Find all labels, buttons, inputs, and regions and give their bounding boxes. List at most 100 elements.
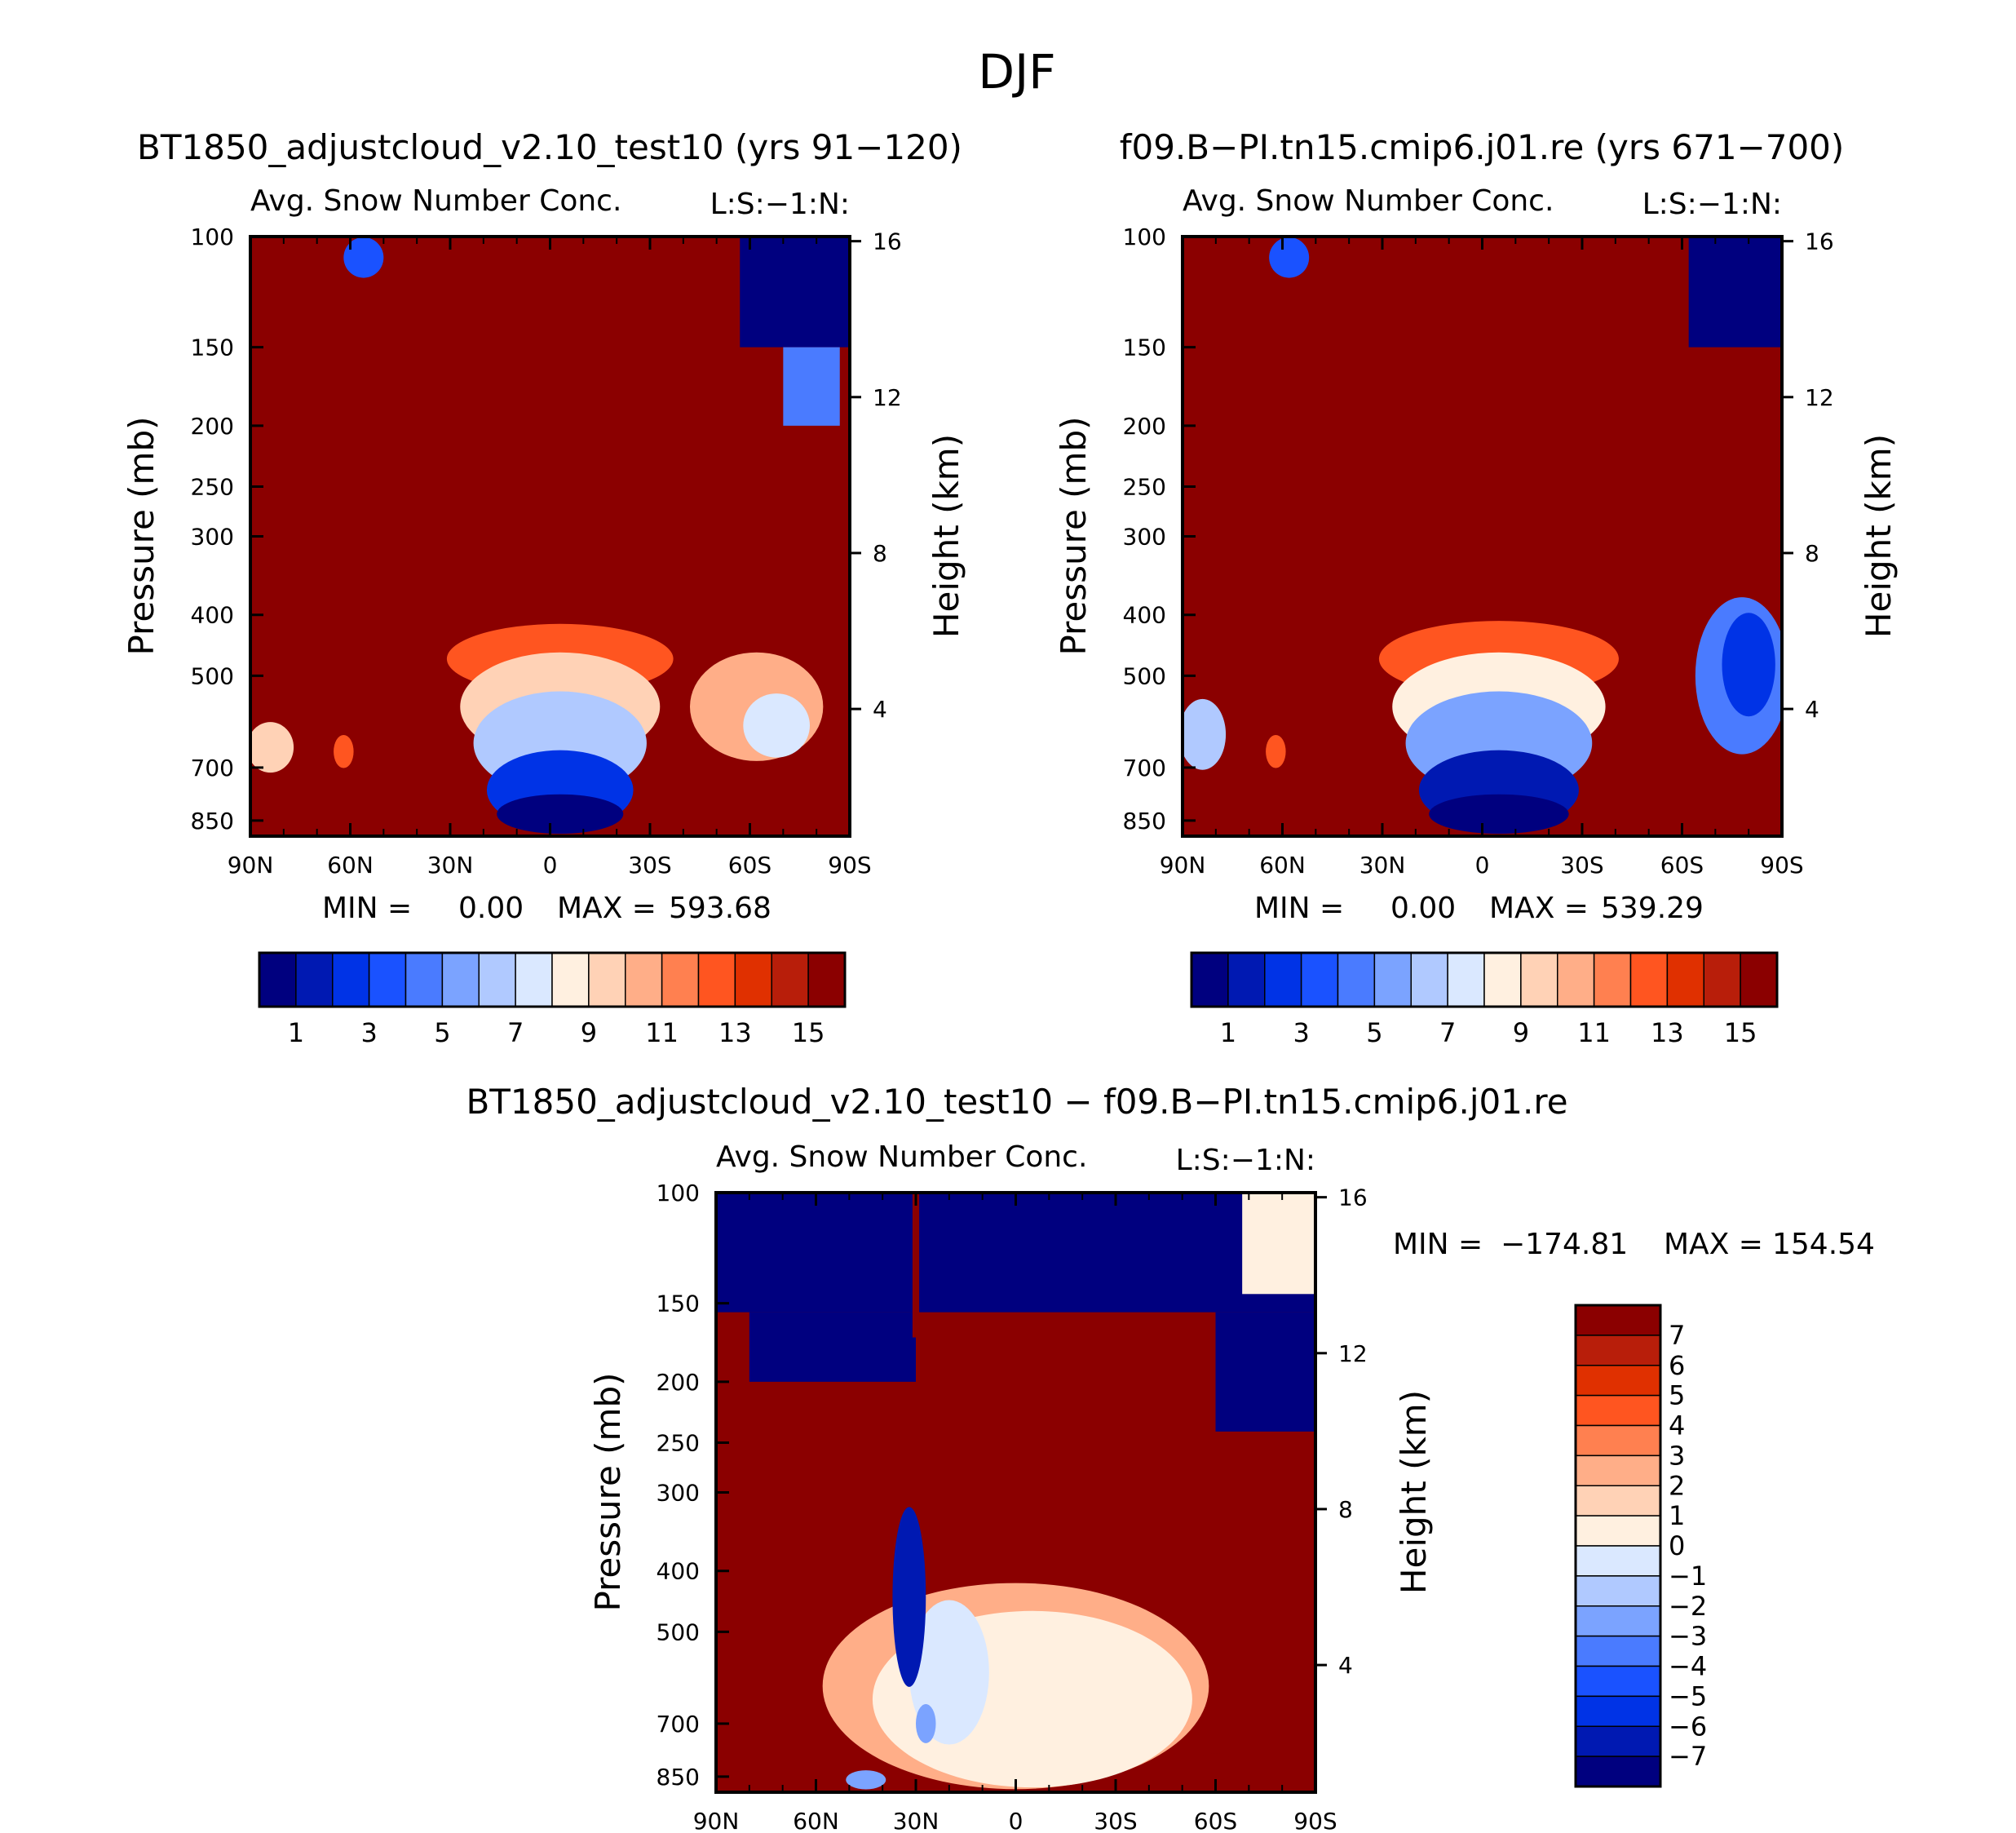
- colorbar-label: 3: [1669, 1440, 1685, 1471]
- x-tick-label: 60S: [1660, 852, 1704, 879]
- colorbar-label: 5: [1366, 1017, 1382, 1048]
- colorbar-label: 13: [718, 1017, 752, 1048]
- y-right-tick-label: 16: [1805, 228, 1834, 255]
- contour-region-10: [1688, 237, 1782, 348]
- colorbar-frame: [258, 951, 847, 1008]
- y-tick-label: 700: [657, 1711, 700, 1738]
- panel-b-min-value: 0.00: [1390, 892, 1456, 925]
- contour-region-8: [250, 722, 294, 773]
- y-tick-label: 100: [1123, 224, 1166, 250]
- panel-a-max-value: 593.68: [669, 892, 771, 925]
- colorbar-swatch: [1575, 1695, 1661, 1727]
- colorbar-label: 9: [581, 1017, 597, 1048]
- colorbar-label: 15: [1724, 1017, 1757, 1048]
- colorbar-swatch: [1575, 1365, 1661, 1397]
- colorbar-swatch: [1575, 1665, 1661, 1698]
- y-right-tick-label: 8: [1338, 1496, 1353, 1523]
- contour-region-1: [716, 1193, 1315, 1313]
- colorbar-swatch: [1575, 1424, 1661, 1457]
- panel-a-units: L:S:−1:N:: [710, 188, 850, 221]
- colorbar-swatch: [441, 952, 480, 1007]
- colorbar-swatch: [551, 952, 590, 1007]
- colorbar-frame: [1190, 951, 1779, 1008]
- contour-region-10: [740, 237, 850, 348]
- colorbar-label: −6: [1669, 1711, 1707, 1742]
- colorbar-swatch: [1575, 1545, 1661, 1577]
- panel-diff-subtitle: Avg. Snow Number Conc.: [716, 1140, 1087, 1174]
- x-tick-label: 30S: [1560, 852, 1603, 879]
- x-tick-label: 60N: [1259, 852, 1306, 879]
- y-right-tick-label: 16: [873, 228, 902, 255]
- colorbar-label: 7: [507, 1017, 524, 1048]
- x-tick-label: 0: [1009, 1808, 1023, 1833]
- colorbar-swatch: [1629, 952, 1669, 1007]
- x-tick-label: 30S: [1094, 1808, 1137, 1833]
- colorbar-swatch: [1447, 952, 1485, 1007]
- y-tick-label: 250: [191, 474, 234, 501]
- contour-region-10: [1196, 1753, 1236, 1781]
- x-tick-label: 60S: [1194, 1808, 1237, 1833]
- colorbar-swatch: [1191, 952, 1229, 1007]
- x-tick-label: 60N: [793, 1808, 839, 1833]
- y-tick-label: 250: [1123, 474, 1166, 501]
- panel-diff-max-value: 154.54: [1772, 1228, 1875, 1261]
- contour-region-7: [743, 693, 811, 758]
- x-tick-label: 0: [543, 852, 558, 879]
- panel-b-ylabel: Pressure (mb): [1054, 416, 1094, 655]
- colorbar-swatch: [1575, 1756, 1661, 1787]
- colorbar-swatch: [807, 952, 846, 1007]
- colorbar-label: 3: [1293, 1017, 1309, 1048]
- colorbar-swatch: [1373, 952, 1412, 1007]
- panel-a-max-label: MAX =: [557, 892, 657, 925]
- y-tick-label: 100: [657, 1180, 700, 1207]
- panel-a-colorbar: 1 3 5 7 9 11 13 15: [258, 951, 847, 1048]
- contour-region-9: [1266, 734, 1286, 768]
- y-tick-label: 400: [657, 1558, 700, 1585]
- contour-region-2: [749, 1312, 916, 1382]
- contour-region-11: [846, 1770, 886, 1790]
- y-tick-label: 300: [657, 1480, 700, 1507]
- colorbar-swatch: [1483, 952, 1522, 1007]
- contour-region-3: [1215, 1312, 1315, 1432]
- panel-b-ylabel-right: Height (km): [1859, 434, 1899, 638]
- contour-region-11: [1269, 237, 1310, 278]
- colorbar-swatch: [771, 952, 809, 1007]
- colorbar-label: 4: [1669, 1410, 1685, 1441]
- contour-region-5: [497, 794, 624, 835]
- colorbar-label: 7: [1669, 1320, 1685, 1351]
- panel-diff-plot: [716, 1193, 1315, 1792]
- colorbar-frame: [1574, 1304, 1662, 1788]
- colorbar-label: −7: [1669, 1741, 1707, 1772]
- y-tick-label: 850: [1123, 808, 1166, 835]
- panel-b-max-label: MAX =: [1489, 892, 1589, 925]
- colorbar-swatch: [368, 952, 407, 1007]
- contour-region-4: [1242, 1193, 1315, 1295]
- colorbar-swatch: [1575, 1394, 1661, 1427]
- colorbar-swatch: [478, 952, 516, 1007]
- colorbar-swatch: [1575, 1485, 1661, 1516]
- x-tick-label: 30N: [427, 852, 474, 879]
- colorbar-swatch: [1410, 952, 1448, 1007]
- y-tick-label: 850: [191, 808, 234, 835]
- contour-region-12: [343, 237, 384, 278]
- panel-diff: BT1850_adjustcloud_v2.10_test10 − f09.B−…: [466, 1082, 1875, 1833]
- colorbar-swatch: [1575, 1304, 1661, 1336]
- colorbar-swatch: [734, 952, 772, 1007]
- panel-diff-ylabel: Pressure (mb): [588, 1372, 628, 1611]
- y-tick-label: 400: [1123, 602, 1166, 629]
- panel-a-ylabel-right: Height (km): [926, 434, 966, 638]
- colorbar-swatch: [1703, 952, 1741, 1007]
- colorbar-swatch: [515, 952, 553, 1007]
- panel-a-ylabel: Pressure (mb): [122, 416, 161, 655]
- contour-region-5: [912, 1193, 920, 1338]
- panel-b-colorbar: 1 3 5 7 9 11 13 15: [1190, 951, 1779, 1048]
- y-tick-label: 500: [191, 662, 234, 689]
- colorbar-label: 1: [288, 1017, 304, 1048]
- y-tick-label: 500: [657, 1618, 700, 1645]
- panel-a-regions: [250, 237, 850, 835]
- panel-a-subtitle: Avg. Snow Number Conc.: [250, 184, 621, 218]
- panel-diff-units: L:S:−1:N:: [1176, 1144, 1315, 1177]
- y-tick-label: 200: [1123, 413, 1166, 440]
- colorbar-swatch: [1227, 952, 1266, 1007]
